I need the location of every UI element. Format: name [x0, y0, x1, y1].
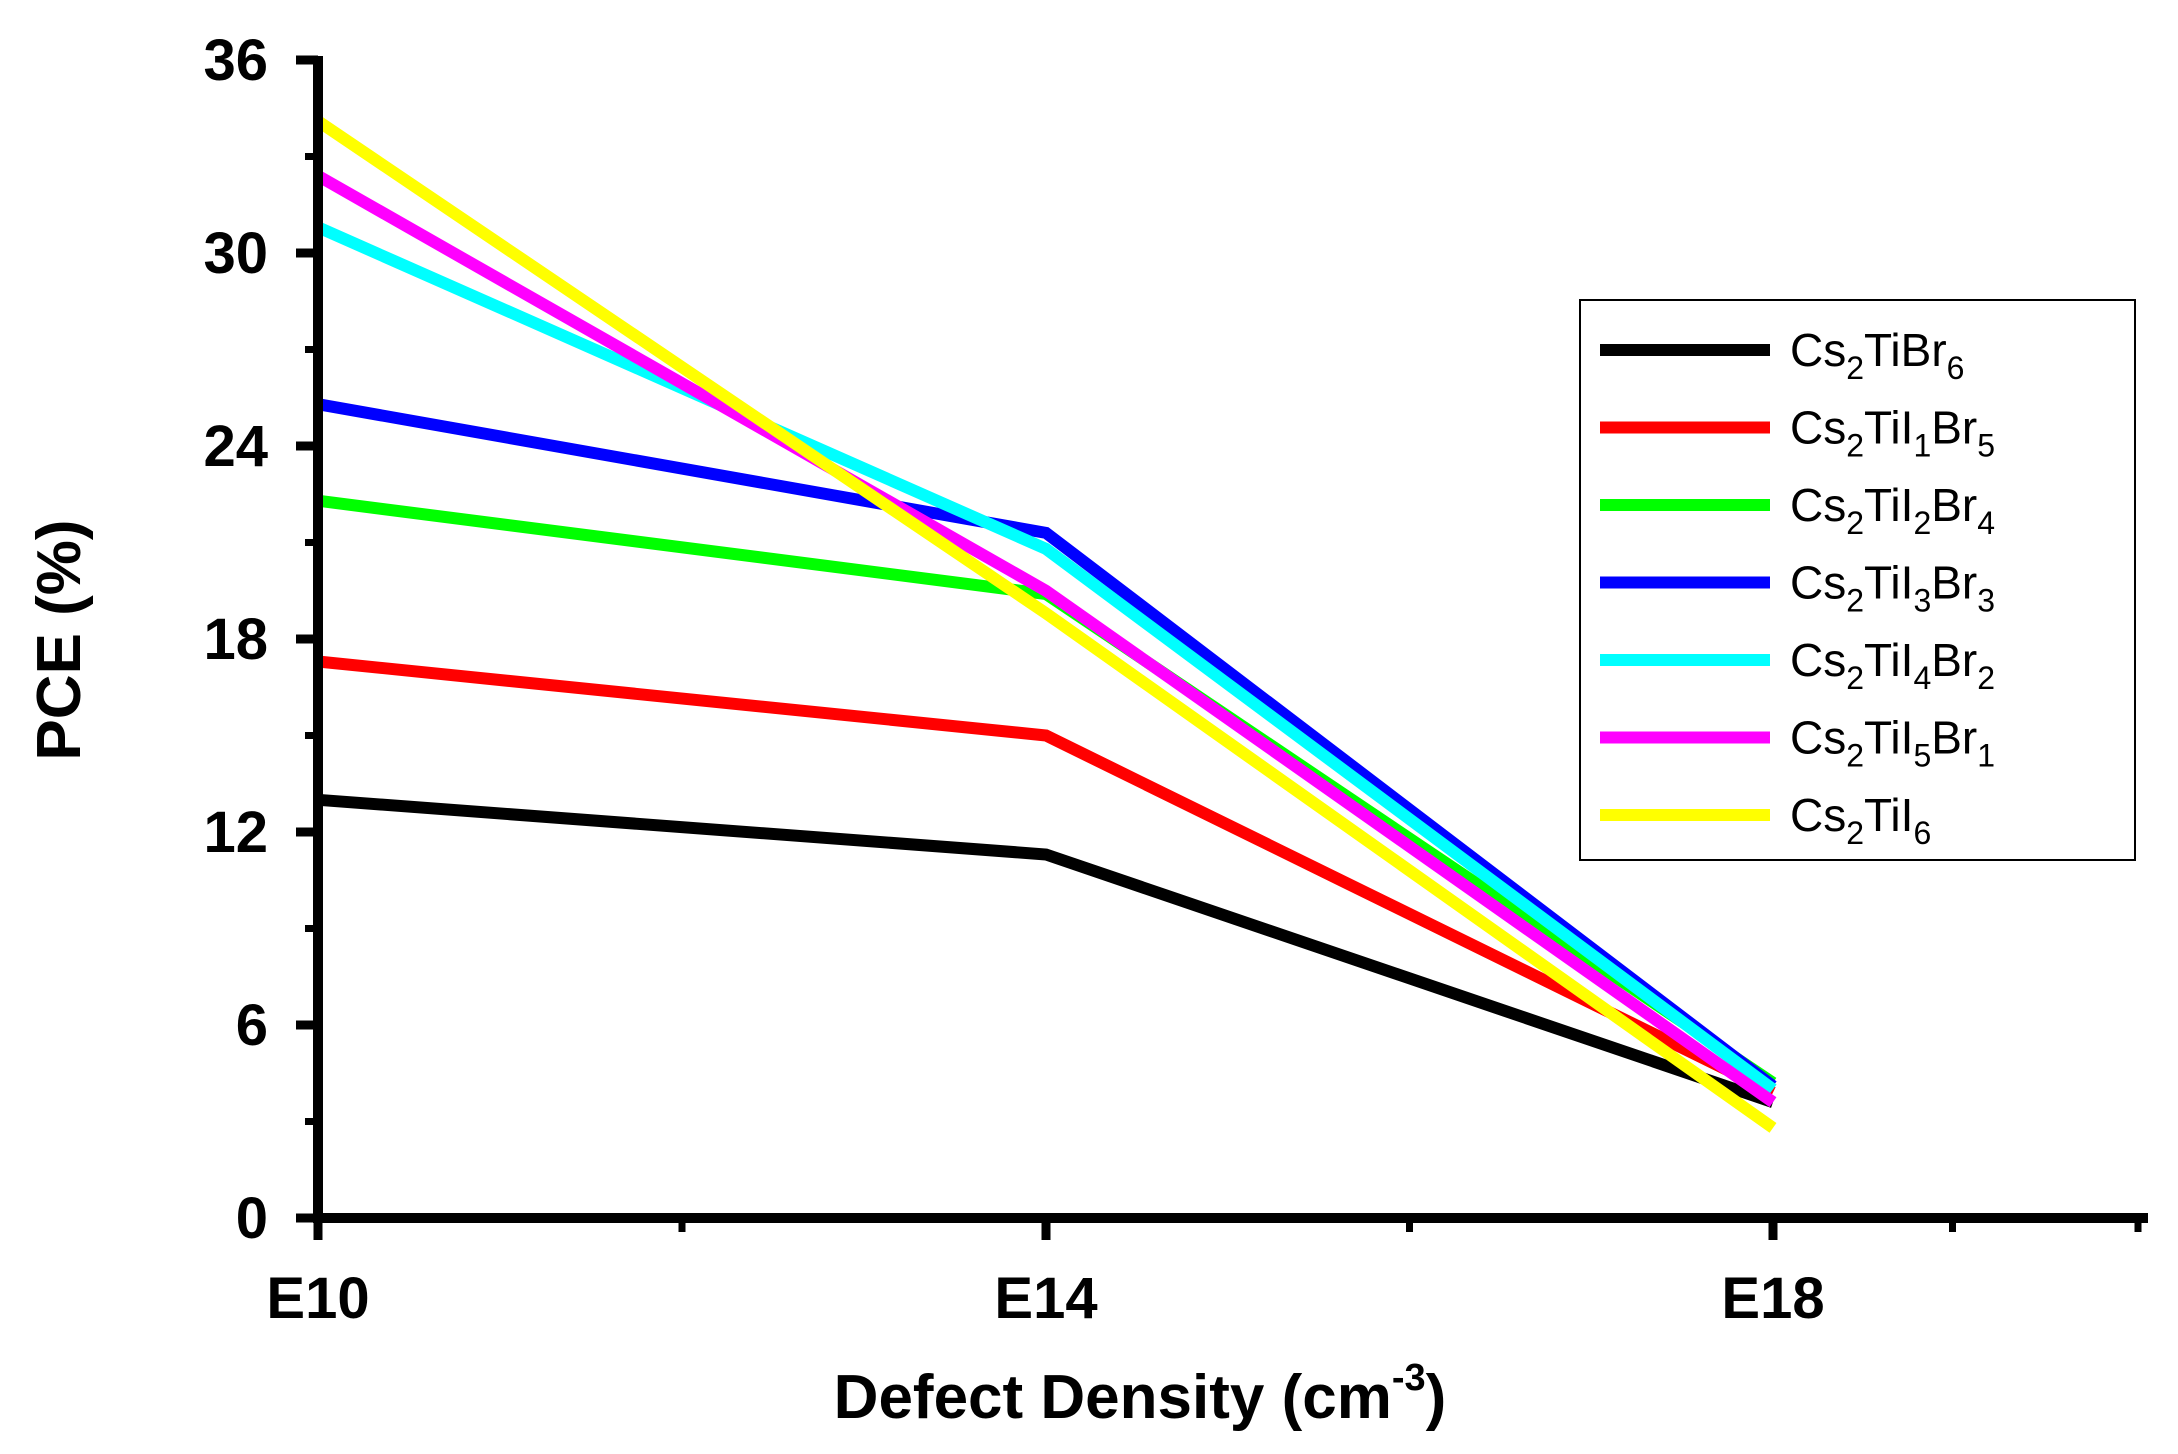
y-tick-label-24: 24	[203, 414, 268, 479]
x-tick-label-E18: E18	[1721, 1266, 1824, 1331]
series-line-Cs2TiI5Br1	[315, 170, 1777, 1108]
series-line-Cs2TiI1Br5	[317, 655, 1776, 1098]
series-line-Cs2TiI4Br2	[315, 221, 1777, 1095]
x-tick-label-E10: E10	[266, 1266, 369, 1331]
legend-label-Cs2TiI2Br4: Cs2TiI2Br4	[1790, 479, 1995, 541]
series-line-Cs2TiBr6	[317, 793, 1775, 1108]
y-tick-label-36: 36	[203, 28, 268, 93]
y-axis-title: PCE (%)	[25, 519, 94, 760]
series-layer	[314, 116, 1777, 1133]
y-tick-label-0: 0	[236, 1186, 268, 1251]
y-tick-label-30: 30	[203, 221, 268, 286]
y-tick-label-6: 6	[236, 993, 268, 1058]
legend-label-Cs2TiI1Br5: Cs2TiI1Br5	[1790, 402, 1995, 464]
series-line-Cs2TiI6	[314, 116, 1777, 1133]
x-tick-label-E14: E14	[994, 1266, 1097, 1331]
x-axis-title: Defect Density (cm-3)	[834, 1357, 1447, 1432]
legend-label-Cs2TiI3Br3: Cs2TiI3Br3	[1790, 557, 1995, 619]
y-tick-label-12: 12	[203, 800, 268, 865]
legend-label-Cs2TiI4Br2: Cs2TiI4Br2	[1790, 634, 1995, 696]
axes: 0 6 12 18 24 30 36 E10 E14 E18 Defect Density (cm-…	[25, 28, 2148, 1432]
legend: Cs2TiBr6 Cs2TiI1Br5 Cs2TiI2Br4 Cs2TiI3Br3 Cs…	[1579, 299, 2136, 861]
legend-label-Cs2TiBr6: Cs2TiBr6	[1790, 324, 1964, 386]
legend-label-Cs2TiI6: Cs2TiI6	[1790, 789, 1931, 851]
y-tick-label-18: 18	[203, 607, 268, 672]
legend-label-Cs2TiI5Br1: Cs2TiI5Br1	[1790, 712, 1995, 774]
